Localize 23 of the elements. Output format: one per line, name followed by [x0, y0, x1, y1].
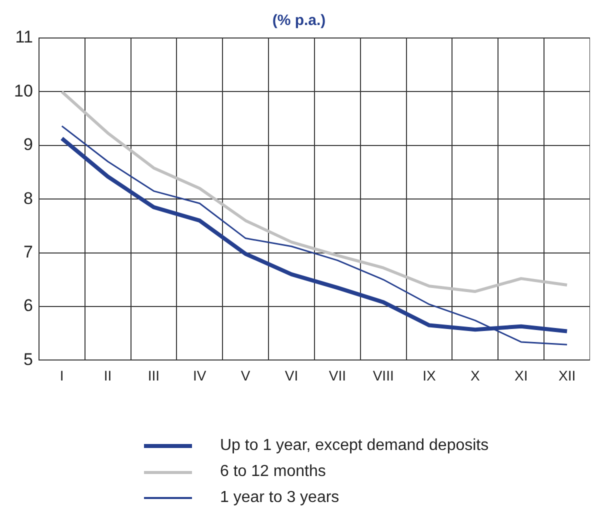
legend-label: 6 to 12 months — [220, 463, 326, 481]
x-tick-label: XII — [558, 367, 576, 384]
y-tick-label: 6 — [23, 296, 33, 316]
x-tick-label: I — [60, 367, 64, 384]
x-tick-label: II — [104, 367, 112, 384]
y-tick-label: 9 — [23, 135, 33, 154]
legend-label: 1 year to 3 years — [220, 489, 340, 507]
y-tick-label: 11 — [15, 28, 33, 47]
y-tick-label: 5 — [23, 350, 33, 369]
x-tick-label: X — [470, 367, 481, 384]
x-tick-label: VII — [328, 367, 346, 384]
x-tick-label: VIII — [372, 367, 394, 384]
x-tick-label: IV — [193, 367, 207, 384]
x-tick-label: V — [240, 367, 251, 384]
y-tick-label: 10 — [14, 81, 33, 100]
x-tick-label: VI — [284, 367, 298, 384]
chart-title: (% p.a.) — [272, 12, 326, 30]
x-tick-label: IX — [422, 367, 437, 384]
x-tick-label: III — [148, 367, 160, 384]
x-tick-label: XI — [514, 367, 528, 384]
y-tick-label: 8 — [23, 188, 33, 208]
legend-label: Up to 1 year, except demand deposits — [220, 437, 489, 455]
y-tick-label: 7 — [23, 242, 33, 262]
